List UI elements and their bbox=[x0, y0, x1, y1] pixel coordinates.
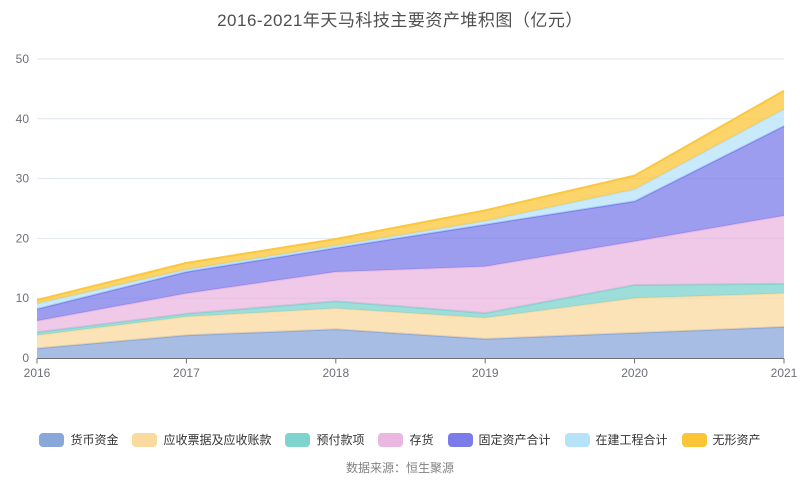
legend-swatch-icon bbox=[681, 432, 707, 447]
legend-label: 无形资产 bbox=[712, 433, 761, 447]
data-source-note: 数据来源：恒生聚源 bbox=[345, 461, 454, 475]
legend-item-3[interactable]: 存货 bbox=[378, 431, 434, 448]
x-axis-label-2018: 2018 bbox=[322, 366, 349, 380]
x-axis-label-2021: 2021 bbox=[771, 366, 798, 380]
legend-item-4[interactable]: 固定资产合计 bbox=[447, 431, 551, 448]
legend-swatch-icon bbox=[564, 432, 590, 447]
area-band-5 bbox=[37, 109, 784, 309]
chart-legend: 货币资金 应收票据及应收账款 预付款项 存货 固定资产合计 在建工程合计 无形资产 bbox=[0, 431, 800, 448]
legend-label: 在建工程合计 bbox=[595, 433, 668, 447]
legend-swatch-icon bbox=[447, 432, 473, 447]
legend-item-0[interactable]: 货币资金 bbox=[39, 431, 118, 448]
legend-swatch-icon bbox=[132, 432, 158, 447]
area-band-1 bbox=[37, 293, 784, 349]
y-axis-label-0: 0 bbox=[22, 351, 29, 365]
legend-item-5[interactable]: 在建工程合计 bbox=[564, 431, 668, 448]
y-axis-label-30: 30 bbox=[16, 172, 30, 186]
legend-label: 固定资产合计 bbox=[478, 433, 551, 447]
area-band-2 bbox=[37, 283, 784, 336]
x-axis-label-2020: 2020 bbox=[621, 366, 648, 380]
legend-item-6[interactable]: 无形资产 bbox=[681, 431, 761, 448]
legend-label: 存货 bbox=[409, 433, 434, 447]
area-band-4 bbox=[37, 126, 784, 321]
x-axis-label-2016: 2016 bbox=[24, 366, 51, 380]
legend-label: 应收票据及应收账款 bbox=[163, 433, 272, 447]
series-line-3 bbox=[36, 214, 785, 322]
area-band-3 bbox=[37, 215, 784, 333]
legend-label: 预付款项 bbox=[316, 433, 365, 447]
y-axis-label-10: 10 bbox=[16, 291, 30, 305]
x-axis-label-2019: 2019 bbox=[472, 366, 499, 380]
legend-item-2[interactable]: 预付款项 bbox=[285, 431, 364, 448]
area-series bbox=[36, 89, 785, 358]
y-axis-label-20: 20 bbox=[16, 231, 30, 245]
chart-title: 2016-2021年天马科技主要资产堆积图（亿元） bbox=[217, 11, 583, 30]
legend-swatch-icon bbox=[378, 432, 404, 447]
x-axis-label-2017: 2017 bbox=[173, 366, 200, 380]
series-line-6 bbox=[36, 89, 785, 301]
legend-swatch-icon bbox=[39, 432, 65, 447]
legend-label: 货币资金 bbox=[70, 433, 119, 447]
legend-item-1[interactable]: 应收票据及应收账款 bbox=[132, 431, 271, 448]
y-axis-label-40: 40 bbox=[16, 112, 30, 126]
y-axis-label-50: 50 bbox=[16, 52, 30, 66]
axes: 2016 2017 2018 2019 2020 2021 0 10 20 30 40 50 bbox=[16, 52, 798, 380]
legend-swatch-icon bbox=[285, 432, 311, 447]
